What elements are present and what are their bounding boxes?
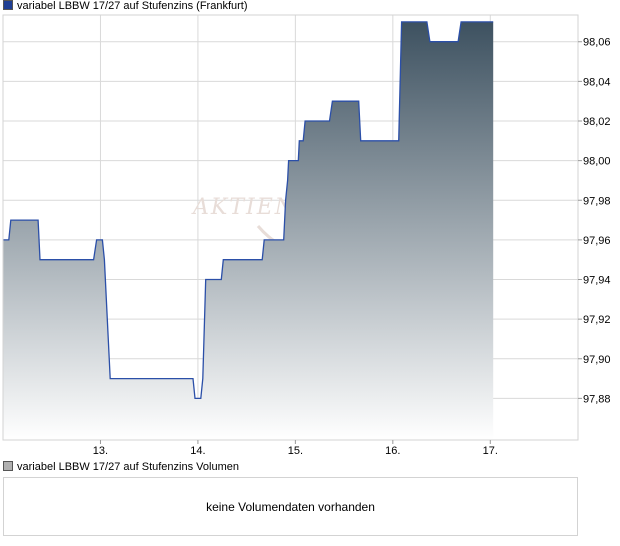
y-axis-labels: 97,88 97,90 97,92 97,94 97,96 97,98 98,00 98,02… bbox=[578, 37, 611, 405]
y-tick-label: 98,02 bbox=[583, 116, 611, 128]
plot-border bbox=[2, 14, 579, 441]
price-legend: variabel LBBW 17/27 auf Stufenzins (Fran… bbox=[3, 0, 248, 13]
y-tick-label: 98,04 bbox=[583, 76, 611, 88]
volume-legend-swatch bbox=[3, 461, 13, 471]
x-tick-label: 16. bbox=[385, 445, 400, 457]
no-volume-message: keine Volumendaten vorhanden bbox=[206, 500, 375, 514]
volume-legend-label: variabel LBBW 17/27 auf Stufenzins Volum… bbox=[17, 461, 239, 473]
price-chart: AKTIEN 97,88 97,90 97,92 97,94 97,96 97,98 98,… bbox=[2, 14, 611, 457]
price-line bbox=[3, 21, 494, 400]
y-tick-label: 97,92 bbox=[583, 314, 611, 326]
y-tick-label: 98,06 bbox=[583, 37, 611, 49]
x-tick-label: 14. bbox=[190, 445, 205, 457]
price-legend-swatch bbox=[3, 0, 13, 10]
x-tick-label: 17. bbox=[483, 445, 498, 457]
price-legend-label: variabel LBBW 17/27 auf Stufenzins (Fran… bbox=[17, 0, 248, 12]
y-tick-label: 97,94 bbox=[583, 275, 611, 287]
y-tick-label: 97,90 bbox=[583, 354, 611, 366]
y-tick-label: 98,00 bbox=[583, 156, 611, 168]
watermark: AKTIEN bbox=[191, 195, 296, 220]
volume-panel: keine Volumendaten vorhanden bbox=[3, 477, 578, 536]
y-tick-label: 97,98 bbox=[583, 195, 611, 207]
y-tick-label: 97,96 bbox=[583, 235, 611, 247]
volume-legend: variabel LBBW 17/27 auf Stufenzins Volum… bbox=[3, 461, 239, 474]
x-tick-label: 13. bbox=[93, 445, 108, 457]
y-tick-label: 97,88 bbox=[583, 393, 611, 405]
price-area bbox=[3, 21, 494, 440]
x-tick-label: 15. bbox=[288, 445, 303, 457]
x-axis-labels: 13. 14. 15. 16. 17. bbox=[93, 440, 498, 457]
